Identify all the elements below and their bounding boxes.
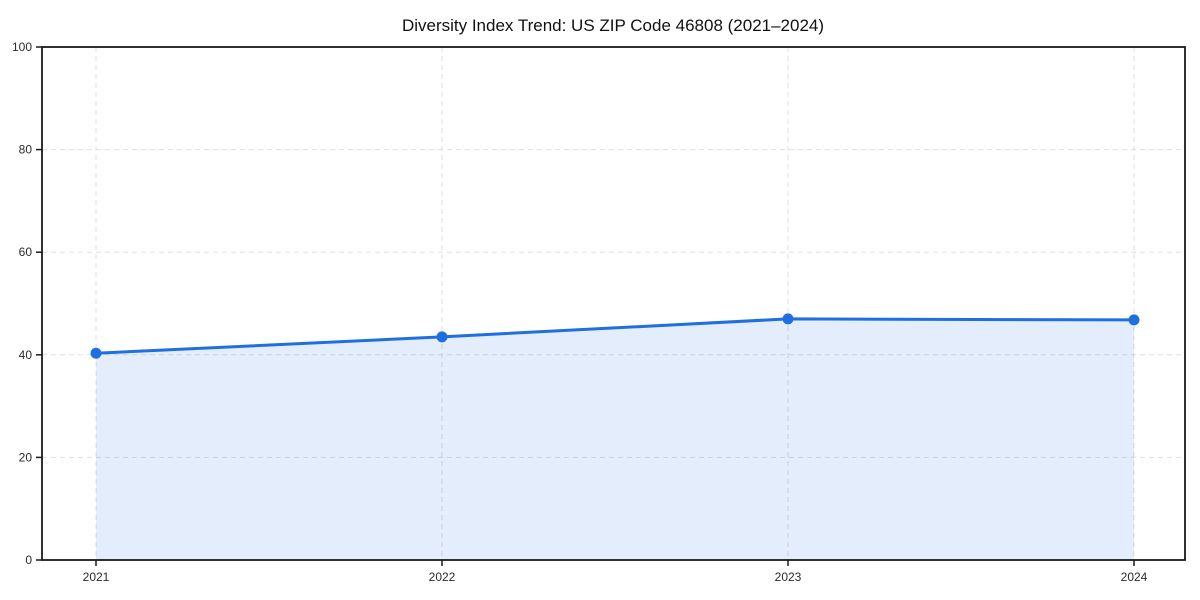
- data-point-2023: [782, 313, 794, 325]
- area-fill: [96, 318, 1134, 560]
- trend-line: [94, 317, 1136, 355]
- series-layer: [90, 313, 1140, 560]
- y-tick-label: 40: [19, 348, 33, 362]
- chart-title: Diversity Index Trend: US ZIP Code 46808…: [402, 16, 824, 35]
- x-tick-label: 2023: [775, 570, 802, 584]
- plot-border: [41, 46, 1186, 561]
- data-point-2022: [436, 331, 448, 343]
- y-tick-label: 100: [12, 40, 32, 54]
- x-tick-label: 2022: [429, 570, 456, 584]
- y-tick-label: 60: [19, 245, 33, 259]
- data-point-2021: [90, 347, 102, 359]
- axes-layer: 0 20 40 60 80 100 2021 2022 2023 2024: [12, 40, 1186, 584]
- y-tick-label: 20: [19, 450, 33, 464]
- x-tick-label: 2024: [1121, 570, 1148, 584]
- data-point-2024: [1128, 314, 1140, 326]
- y-tick-label: 80: [19, 143, 33, 157]
- x-tick-label: 2021: [83, 570, 110, 584]
- y-tick-label: 0: [25, 553, 32, 567]
- grid-layer: [42, 47, 1185, 560]
